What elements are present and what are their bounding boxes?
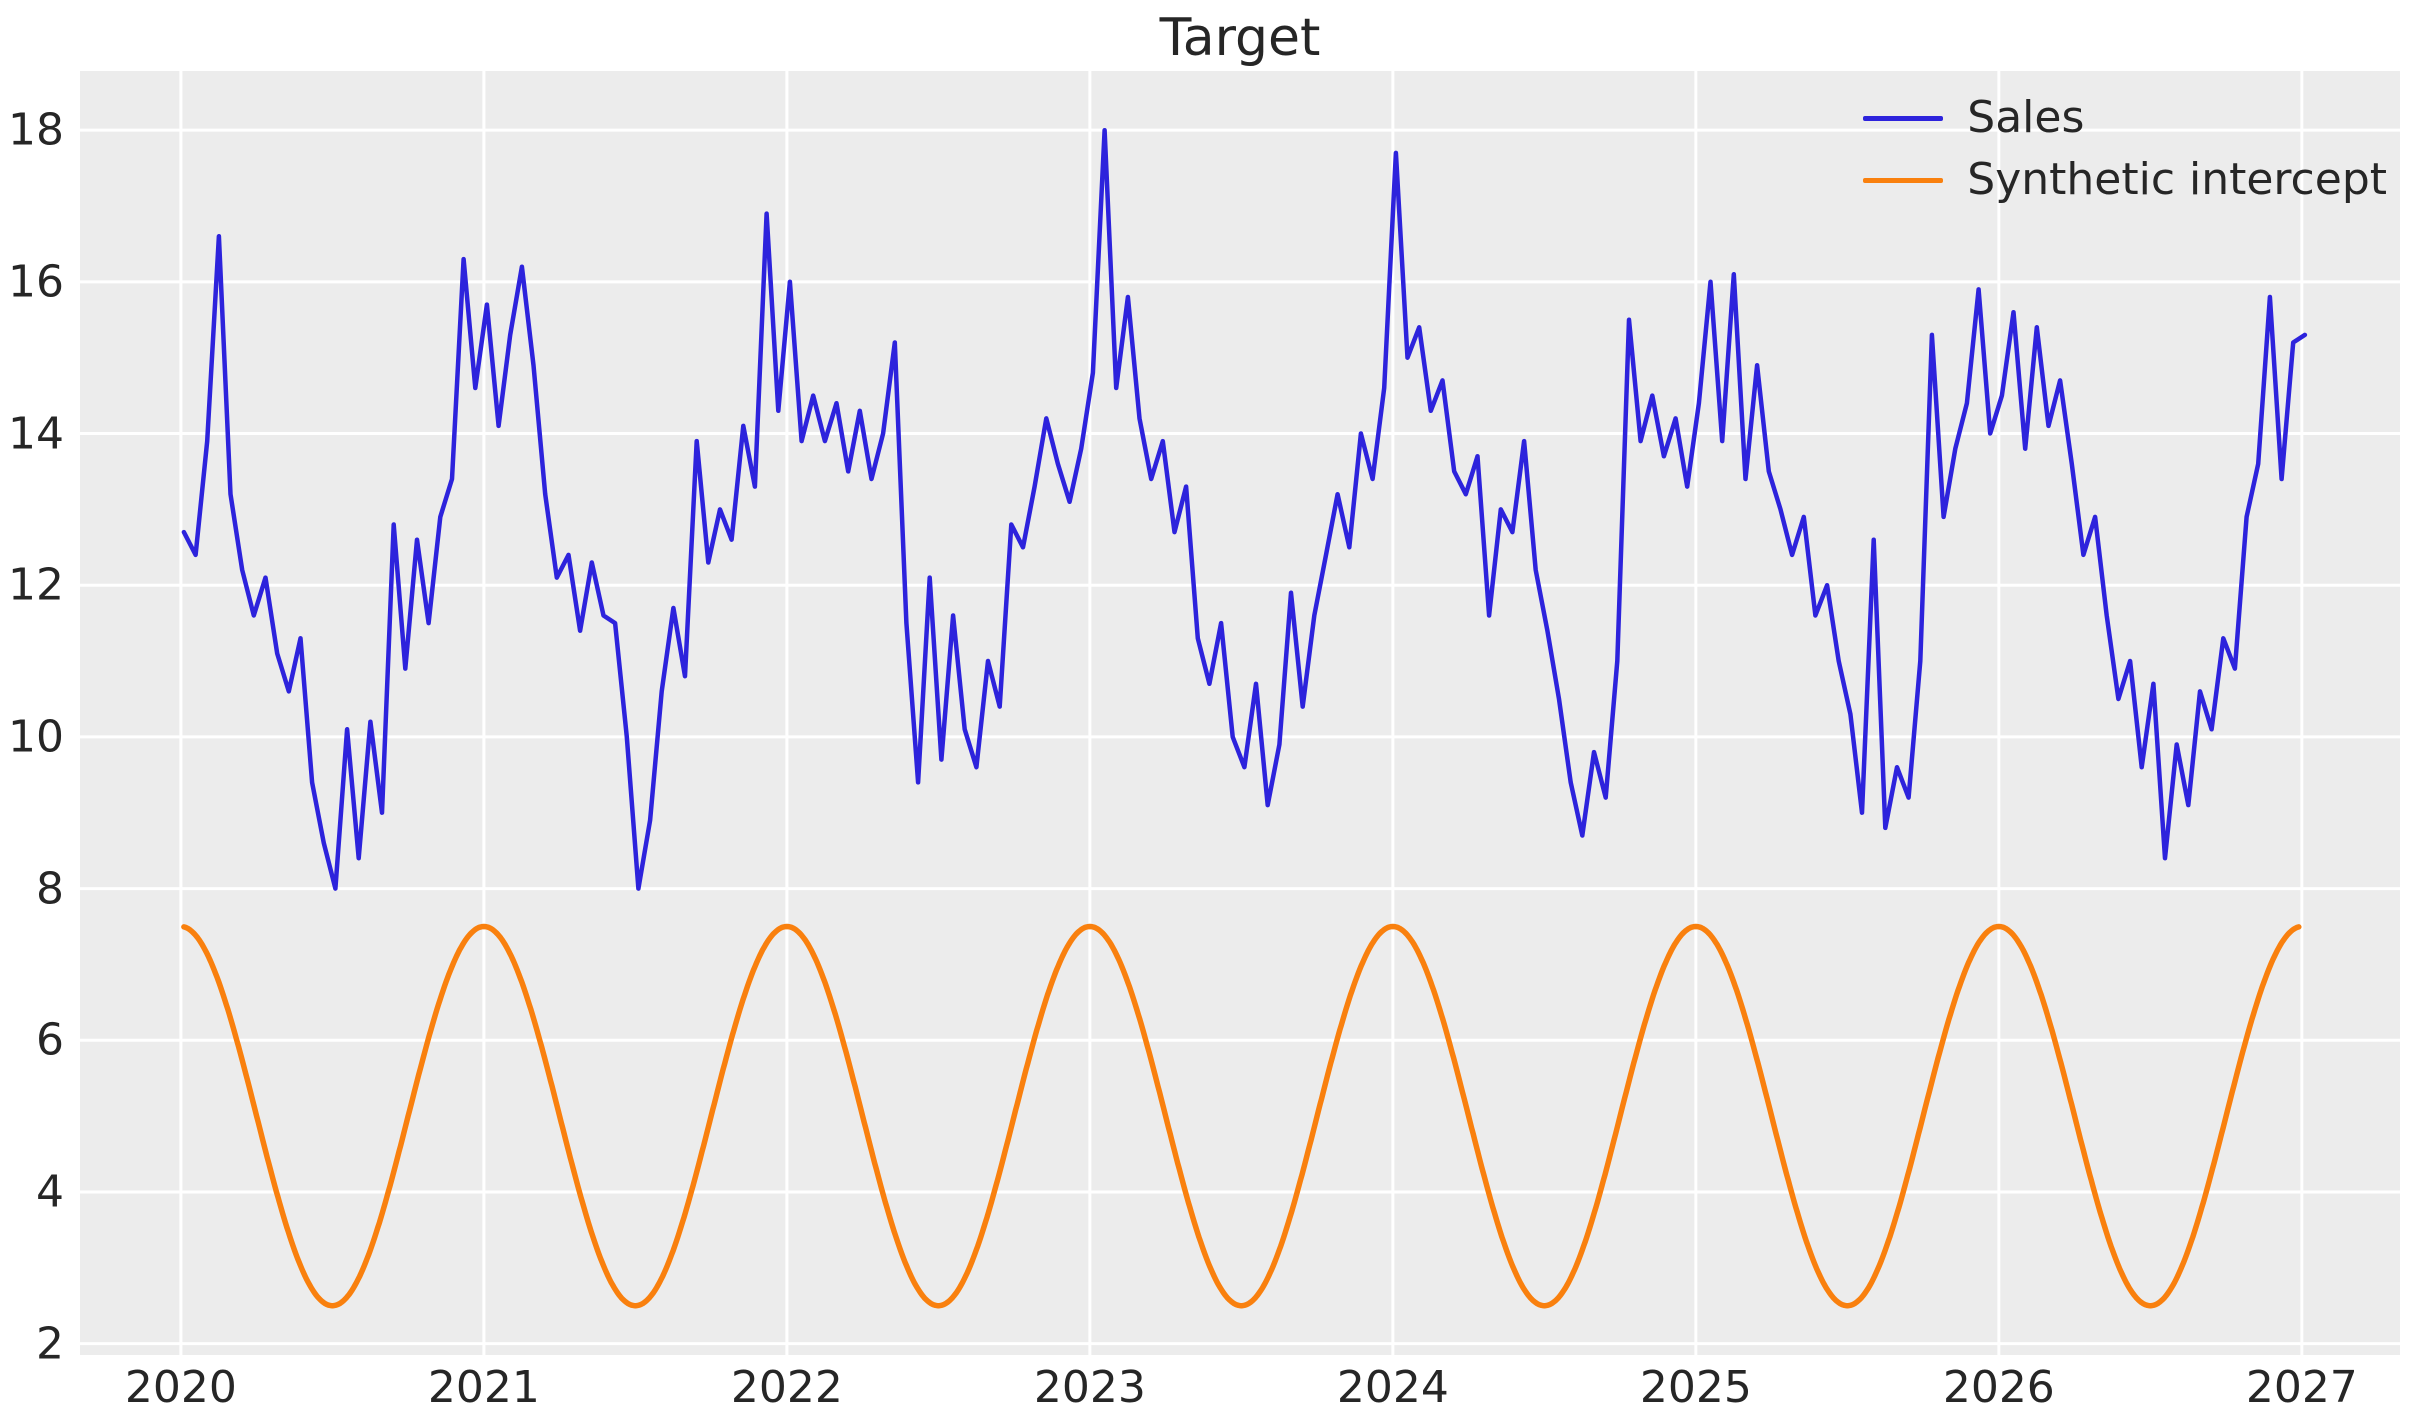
x-tick-label: 2021: [427, 1362, 540, 1413]
synthetic-intercept-legend-label: Synthetic intercept: [1967, 154, 2387, 206]
plot-area: [80, 71, 2400, 1355]
synthetic-intercept-line: [181, 923, 2302, 1309]
x-tick-label: 2023: [1033, 1362, 1146, 1413]
y-tick-label: 2: [36, 1318, 64, 1370]
y-tick-label: 16: [8, 256, 64, 308]
x-tick-label: 2027: [2245, 1362, 2358, 1413]
x-tick-label: 2026: [1942, 1362, 2055, 1413]
sales-line: [181, 127, 2308, 891]
sales-legend-label: Sales: [1967, 92, 2085, 143]
y-tick-label: 4: [36, 1166, 64, 1218]
y-tick-label: 12: [8, 559, 64, 611]
legend-item-sales: Sales: [1863, 92, 2085, 143]
y-tick-label: 18: [8, 104, 64, 156]
plot-svg: [80, 71, 2400, 1355]
sales-line-swatch-icon: [1863, 115, 1944, 121]
chart-title: Target: [1159, 8, 1321, 68]
synthetic-intercept-line-swatch-icon: [1863, 178, 1944, 184]
legend: Sales Synthetic intercept: [1863, 92, 2387, 206]
x-tick-label: 2025: [1639, 1362, 1752, 1413]
y-tick-label: 10: [8, 711, 64, 763]
x-tick-label: 2022: [730, 1362, 843, 1413]
y-tick-label: 6: [36, 1014, 64, 1066]
x-tick-label: 2024: [1336, 1362, 1449, 1413]
legend-item-synthetic-intercept: Synthetic intercept: [1863, 154, 2387, 206]
y-tick-label: 14: [8, 408, 64, 460]
x-tick-label: 2020: [124, 1362, 237, 1413]
y-tick-label: 8: [36, 863, 64, 915]
